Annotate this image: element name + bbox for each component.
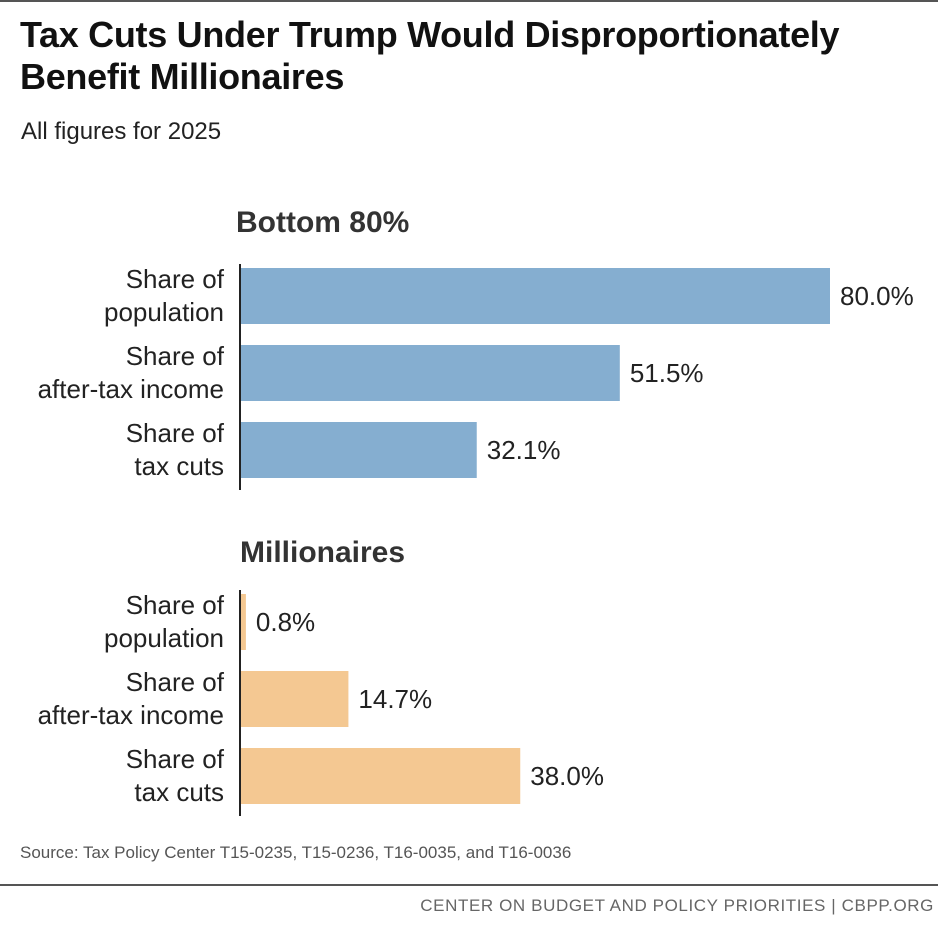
value-label: 80.0% [840, 281, 914, 311]
chart-title: Tax Cuts Under Trump Would Disproportion… [20, 14, 840, 97]
value-label: 38.0% [530, 761, 604, 791]
category-label: Share of after-tax income [38, 667, 225, 730]
bar [240, 594, 246, 650]
category-label: Share of population [104, 590, 225, 653]
bar [240, 748, 521, 804]
chart-subtitle: All figures for 2025 [21, 118, 222, 145]
category-label: Share of population [104, 264, 225, 327]
footer-credit: CENTER ON BUDGET AND POLICY PRIORITIES |… [420, 896, 934, 915]
group-header: Millionaires [240, 536, 405, 569]
bar [240, 268, 830, 324]
bottom-rule [0, 884, 938, 886]
source-note: Source: Tax Policy Center T15-0235, T15-… [20, 843, 572, 862]
value-label: 32.1% [487, 435, 561, 465]
group-header: Bottom 80% [236, 206, 409, 239]
bar-chart: Bottom 80% Share of population 80.0% Share o… [38, 206, 914, 816]
value-label: 0.8% [256, 607, 315, 637]
category-label: Share of tax cuts [126, 744, 225, 807]
bar [240, 671, 349, 727]
bar [240, 345, 620, 401]
value-label: 14.7% [358, 684, 432, 714]
value-label: 51.5% [630, 358, 704, 388]
category-label: Share of after-tax income [38, 341, 225, 404]
bar [240, 422, 477, 478]
category-label: Share of tax cuts [126, 418, 225, 481]
top-rule [0, 0, 938, 2]
